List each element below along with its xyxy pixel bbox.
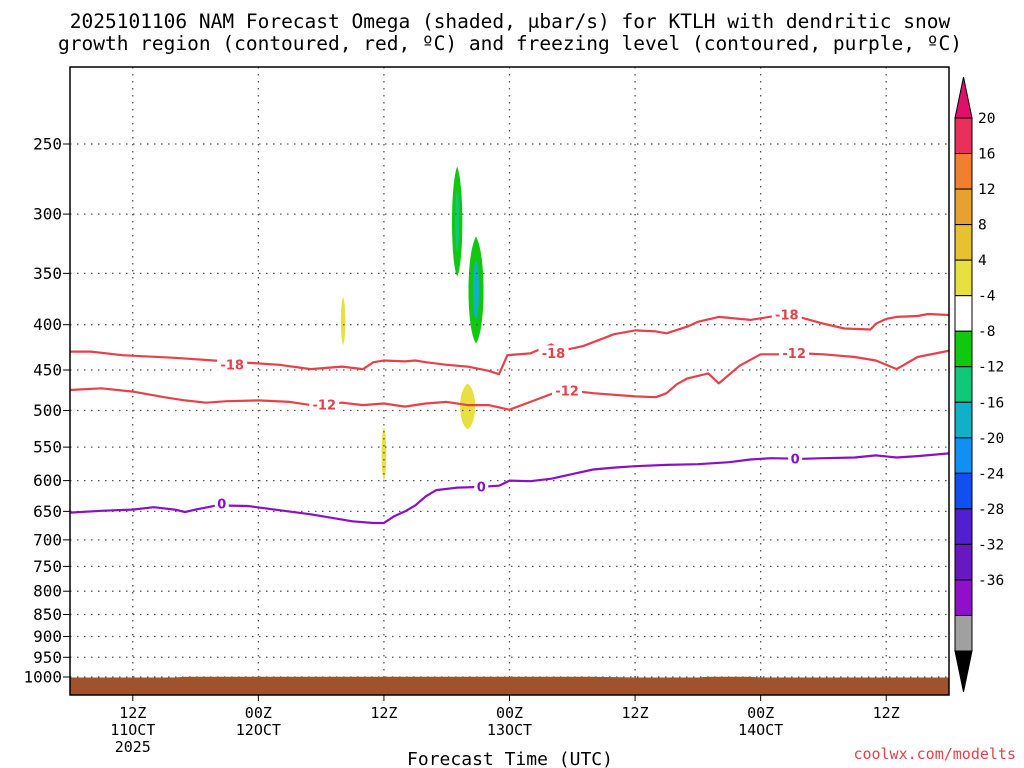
contour-label-bg	[309, 397, 340, 412]
x-tick-label: 11OCT	[110, 721, 155, 739]
y-tick-label: 900	[33, 627, 62, 646]
x-tick-label: 12Z	[873, 704, 900, 722]
plot-frame	[69, 66, 950, 696]
y-tick-label: 450	[33, 360, 62, 379]
colorbar-tick-label: -4	[978, 289, 996, 305]
x-tick-label: 12Z	[622, 704, 649, 722]
colorbar-tick-label: 4	[978, 253, 987, 269]
x-tick-label: 12Z	[119, 704, 146, 722]
colorbar-bottom-arrow	[954, 650, 973, 693]
colorbar-segment	[954, 224, 973, 261]
contour-label: -18	[775, 308, 799, 323]
omega-shade-core	[455, 191, 460, 252]
colorbar-segment	[954, 117, 973, 155]
colorbar-segment	[954, 437, 973, 474]
colorbar-tick-label: 20	[978, 111, 995, 127]
contour-labels: -18 -18 -18 -12 -12 -12 0 0 0	[214, 306, 810, 513]
colorbar-segment	[954, 153, 973, 190]
credit-text: coolwx.com/modelts	[853, 745, 1016, 763]
y-tick-label: 350	[33, 264, 62, 283]
colorbar-tick-label: -36	[978, 573, 1004, 589]
y-axis: 250 300 350 400 450 500 550 600 650 700 750 800 850 9…	[23, 135, 70, 687]
colorbar-tick-label: -32	[978, 537, 1004, 553]
y-tick-label: 950	[33, 648, 62, 667]
grid-lines	[70, 67, 949, 695]
colorbar-segment	[954, 614, 973, 652]
y-tick-label: 850	[33, 605, 62, 624]
y-tick-label: 400	[33, 315, 62, 334]
contour-label-bg	[788, 450, 803, 465]
y-tick-label: 250	[33, 135, 62, 154]
colorbar-segment	[954, 401, 973, 439]
contour-label: -18	[542, 347, 566, 362]
contour-line	[70, 312, 949, 376]
colorbar-segment	[954, 330, 973, 368]
contour-label-bg	[474, 478, 489, 493]
contour-label-bg	[779, 345, 810, 360]
omega-shade-region	[460, 383, 476, 430]
colorbar-tick-label: 8	[978, 218, 987, 234]
colorbar-tick-label: 12	[978, 182, 995, 198]
x-tick-label: 00Z	[496, 704, 523, 722]
contour-label: -12	[782, 347, 806, 362]
colorbar-segment	[954, 366, 973, 403]
x-tick-label: 12Z	[370, 704, 397, 722]
y-tick-label: 750	[33, 557, 62, 576]
y-tick-label: 800	[33, 582, 62, 601]
y-tick-label: 500	[33, 401, 62, 420]
x-tick-label: 12OCT	[236, 721, 281, 739]
colorbar-tick-label: -24	[978, 466, 1004, 482]
terrain-band	[70, 676, 949, 695]
contour-label-bg	[214, 496, 229, 511]
contour-label: -18	[220, 358, 244, 373]
omega-shade-region	[381, 427, 387, 481]
contour-label: 0	[791, 452, 800, 467]
x-tick-label: 13OCT	[487, 721, 532, 739]
colorbar-tick-label: 16	[978, 147, 995, 163]
colorbar-tick-label: -16	[978, 395, 1004, 411]
contour-line	[70, 452, 949, 525]
y-tick-label: 550	[33, 438, 62, 457]
x-tick-label: 00Z	[747, 704, 774, 722]
y-tick-label: 1000	[23, 668, 62, 687]
colorbar-segment	[954, 472, 973, 510]
omega-shade-core	[473, 260, 479, 320]
colorbar-tick-label: -28	[978, 502, 1004, 518]
colorbar-segment	[954, 543, 973, 581]
x-axis-label: Forecast Time (UTC)	[407, 749, 613, 768]
colorbar-segment	[954, 188, 973, 226]
colorbar: 20 16 12 8 4 -4 -8 -12 -16 -20 -24 -28 -32 -36	[954, 76, 1004, 693]
contour-label: -12	[555, 384, 579, 399]
contour-label-bg	[538, 345, 569, 360]
colorbar-top-arrow	[954, 76, 973, 119]
colorbar-segment	[954, 579, 973, 616]
contour-label: 0	[477, 480, 486, 495]
contour-label-bg	[771, 306, 802, 321]
x-tick-label: 14OCT	[738, 721, 783, 739]
contour-label: -12	[313, 399, 337, 414]
contour-label-bg	[552, 382, 583, 397]
y-tick-label: 300	[33, 205, 62, 224]
y-tick-label: 700	[33, 530, 62, 549]
x-tick-label: 00Z	[245, 704, 272, 722]
x-tick-label: 2025	[115, 738, 151, 756]
y-tick-label: 650	[33, 502, 62, 521]
y-tick-label: 600	[33, 471, 62, 490]
colorbar-segment	[954, 295, 973, 332]
omega-shade-region	[340, 296, 346, 346]
colorbar-segment	[954, 508, 973, 545]
chart-title-line1: 2025101106 NAM Forecast Omega (shaded, μ…	[70, 10, 951, 33]
chart-title-line2: growth region (contoured, red, ºC) and f…	[58, 32, 962, 55]
colorbar-tick-label: -20	[978, 431, 1004, 447]
colorbar-tick-label: -8	[978, 324, 995, 340]
omega-shading	[340, 166, 484, 481]
contour-label-bg	[217, 356, 248, 371]
colorbar-tick-label: -12	[978, 360, 1004, 376]
colorbar-segment	[954, 259, 973, 297]
contour-label: 0	[217, 498, 226, 513]
terrain	[70, 676, 949, 695]
